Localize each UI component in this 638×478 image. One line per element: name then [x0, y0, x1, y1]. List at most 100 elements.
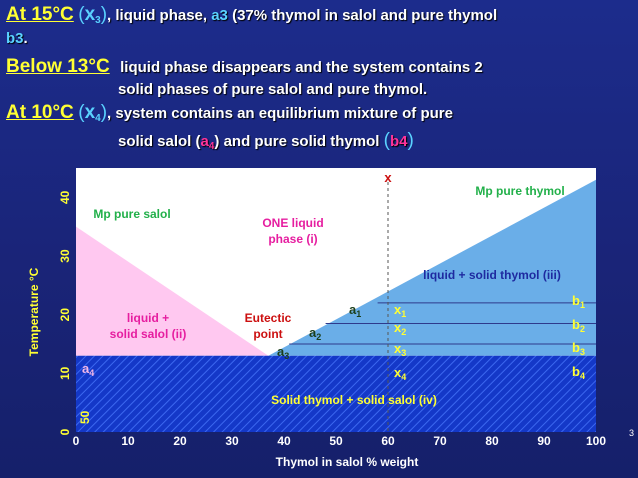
header-dot: . — [23, 30, 28, 47]
header-temp-15: At 15°C — [6, 4, 74, 25]
point-b2-letter: b — [572, 317, 580, 332]
point-b1-letter: b — [572, 293, 580, 308]
x-tick-label: 0 — [73, 434, 80, 448]
header-line-1: At 15°C (x3), liquid phase, a3 (37% thym… — [6, 4, 497, 26]
header-line5-text: system contains an equilibrium mixture o… — [111, 105, 453, 122]
point-b3: b3 — [572, 340, 585, 357]
paren-open-2: ( — [78, 102, 85, 123]
point-a3: a3 — [277, 344, 289, 361]
paren-open-3: ( — [383, 130, 390, 151]
region-liquid-thymol — [268, 179, 596, 356]
header-line-4: solid phases of pure salol and pure thym… — [118, 81, 427, 99]
point-b3-letter: b — [572, 340, 580, 355]
x-tick-label: 60 — [381, 434, 395, 448]
header-a4: a4 — [201, 133, 215, 152]
label-mp-salol: Mp pure salol — [93, 207, 170, 221]
x-tick-label: 90 — [537, 434, 551, 448]
x-tick-label: 20 — [173, 434, 187, 448]
label-eutectic-2: point — [253, 327, 282, 341]
header-line-3: Below 13°C liquid phase disappears and t… — [6, 56, 483, 78]
x-axis-title: Thymol in salol % weight — [276, 455, 419, 469]
header-line6-text1: solid salol ( — [118, 133, 201, 150]
y-extra-label: 50 — [78, 410, 92, 424]
label-solid: Solid thymol + solid salol (iv) — [271, 393, 437, 407]
point-a4-letter: a — [82, 361, 90, 376]
header-temp-13: Below 13°C — [6, 56, 110, 77]
label-mp-thymol: Mp pure thymol — [475, 184, 564, 198]
point-b3-sub: 3 — [580, 347, 585, 357]
point-x1: x1 — [394, 302, 406, 319]
x-tick-label: 10 — [121, 434, 135, 448]
y-axis-title: Temperature °C — [27, 267, 41, 357]
paren-close: ) — [100, 4, 108, 25]
point-a1-letter: a — [349, 302, 357, 317]
point-b2-sub: 2 — [580, 324, 585, 334]
header-line1-text: liquid phase, — [111, 7, 212, 24]
x-tick-label: 70 — [433, 434, 447, 448]
x-letter: x — [84, 4, 96, 25]
header-line4-text: solid phases of pure salol and pure thym… — [118, 81, 428, 98]
header-line3-text: liquid phase disappears and the system c… — [120, 59, 483, 76]
point-x1-letter: x — [394, 302, 402, 317]
point-x4: x4 — [394, 365, 406, 382]
point-a1-sub: 1 — [356, 309, 361, 319]
point-a1: a1 — [349, 302, 361, 319]
point-b1: b1 — [572, 293, 585, 310]
point-x4-sub: 4 — [401, 372, 406, 382]
header-line-5: At 10°C (x4), system contains an equilib… — [6, 102, 453, 124]
y-tick-label: 0 — [58, 428, 72, 435]
point-x3: x3 — [394, 341, 406, 358]
label-liquid-salol-1: liquid + — [127, 311, 169, 325]
x4-letter: x — [84, 102, 96, 123]
point-a3-sub: 3 — [284, 351, 289, 361]
point-a3-letter: a — [277, 344, 285, 359]
x4-sub: 4 — [95, 113, 101, 124]
paren-open: ( — [78, 4, 85, 25]
point-x4-letter: x — [394, 365, 402, 380]
header-x4: x4 — [84, 102, 101, 124]
x-tick-label: 30 — [225, 434, 239, 448]
header-line6-text2: ) and pure solid thymol — [214, 133, 384, 150]
point-b1-sub: 1 — [580, 300, 585, 310]
point-a4: a4 — [82, 361, 94, 378]
paren-close-3: ) — [407, 130, 414, 151]
header-line-6: solid salol (a4) and pure solid thymol (… — [118, 130, 414, 152]
header-temp-10: At 10°C — [6, 102, 74, 123]
point-b4: b4 — [572, 364, 585, 381]
comma-2: , — [107, 105, 112, 122]
region-solid — [76, 355, 596, 432]
y-tick-label: 10 — [58, 366, 72, 380]
label-eutectic-1: Eutectic — [245, 311, 292, 325]
point-x2-sub: 2 — [401, 327, 406, 337]
header-line-2: b3. — [6, 30, 28, 48]
x-tick-label: 40 — [277, 434, 291, 448]
page-number: 3 — [628, 428, 634, 438]
header-line1-text2: (37% thymol in salol and pure thymol — [227, 7, 498, 24]
point-x2: x2 — [394, 320, 406, 337]
comma: , — [107, 7, 112, 24]
header-x3: x3 — [84, 4, 101, 26]
region-liquid-salol — [76, 226, 269, 356]
x-sub: 3 — [95, 15, 101, 26]
header-b3: b3 — [6, 30, 24, 47]
point-b4-sub: 4 — [580, 371, 585, 381]
x-tick-label: 50 — [329, 434, 343, 448]
label-liquid-2: phase (i) — [268, 232, 317, 246]
point-x2-letter: x — [394, 320, 402, 335]
y-tick-label: 40 — [58, 190, 72, 204]
point-b2: b2 — [572, 317, 585, 334]
paren-close-2: ) — [100, 102, 108, 123]
label-liquid-thymol: liquid + solid thymol (iii) — [423, 268, 561, 282]
point-x3-letter: x — [394, 341, 402, 356]
y-tick-label: 20 — [58, 308, 72, 322]
label-liquid-salol-2: solid salol (ii) — [110, 327, 187, 341]
point-x3-sub: 3 — [401, 348, 406, 358]
a4-sub: 4 — [208, 141, 215, 152]
label-liquid-1: ONE liquid — [262, 216, 323, 230]
y-tick-label: 30 — [58, 249, 72, 263]
x-tick-label: 80 — [485, 434, 499, 448]
point-x-top: x — [384, 170, 392, 185]
point-x1-sub: 1 — [401, 309, 406, 319]
point-a2: a2 — [309, 325, 321, 342]
